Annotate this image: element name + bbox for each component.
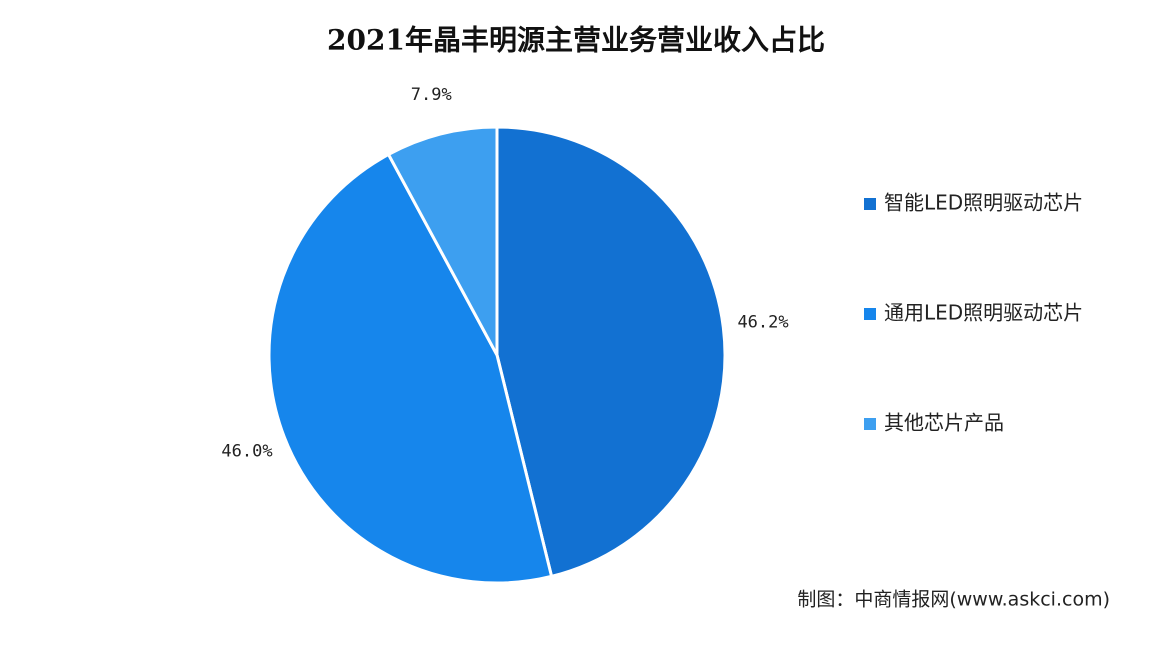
- value-label: 46.0%: [221, 442, 272, 462]
- legend-swatch: [864, 198, 876, 210]
- pie-slice: [495, 125, 727, 579]
- legend-label: 其他芯片产品: [884, 411, 1004, 435]
- value-label: 46.2%: [737, 313, 788, 333]
- pie-slice: [386, 125, 499, 356]
- source-note: 制图：中商情报网(www.askci.com): [797, 589, 1110, 611]
- legend-label: 智能LED照明驱动芯片: [884, 191, 1083, 215]
- legend-swatch: [864, 308, 876, 320]
- legend-label: 通用LED照明驱动芯片: [884, 301, 1083, 325]
- legend-swatch: [864, 418, 876, 430]
- chart-title: 2021年晶丰明源主营业务营业收入占比: [327, 24, 825, 57]
- value-label: 7.9%: [411, 85, 452, 105]
- pie-slice: [267, 152, 554, 585]
